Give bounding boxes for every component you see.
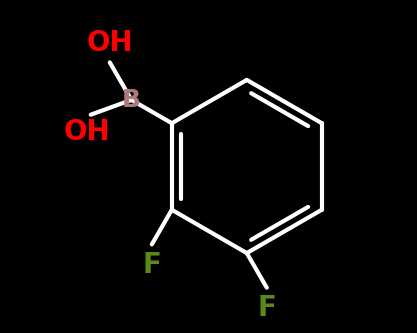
Text: OH: OH (64, 118, 111, 146)
Text: OH: OH (86, 29, 133, 57)
Text: F: F (142, 251, 161, 279)
Text: B: B (122, 88, 141, 112)
Text: F: F (257, 294, 276, 322)
